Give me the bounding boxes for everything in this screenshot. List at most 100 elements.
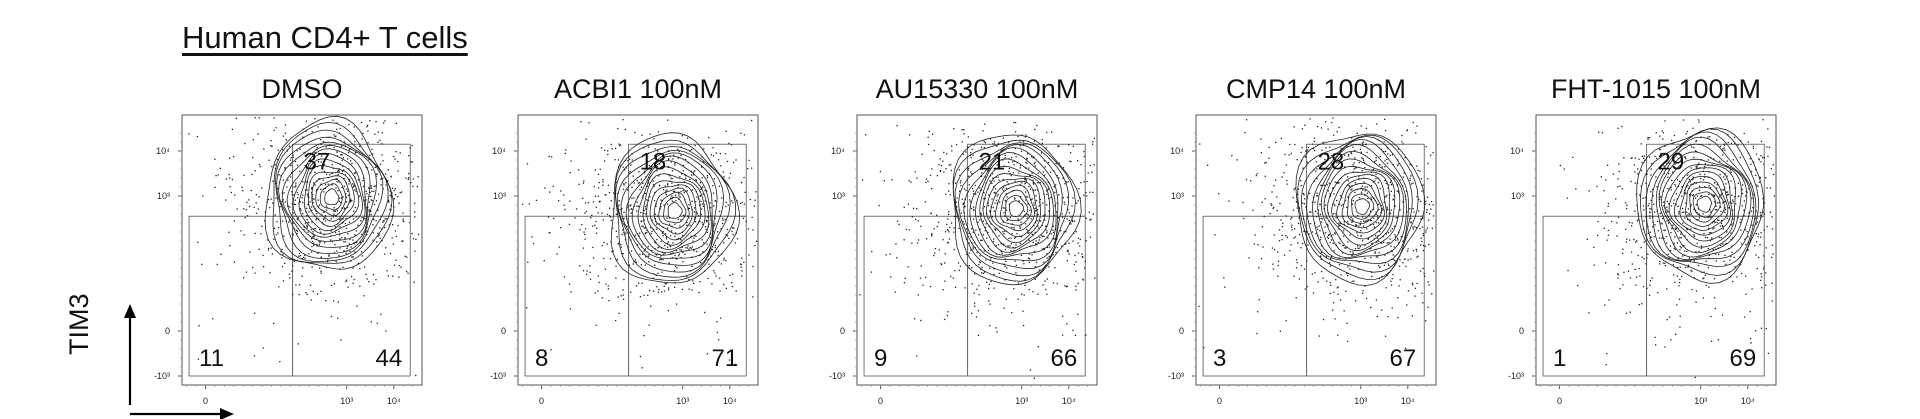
scatter-dot — [272, 202, 274, 204]
scatter-dot — [1729, 259, 1731, 261]
scatter-dot — [984, 142, 986, 144]
scatter-dot — [1374, 180, 1376, 182]
scatter-dot — [1343, 223, 1345, 225]
scatter-dot — [1379, 164, 1381, 166]
scatter-dot — [361, 255, 363, 257]
scatter-dot — [977, 310, 979, 312]
scatter-dot — [1751, 224, 1753, 226]
scatter-dot — [1428, 284, 1430, 286]
scatter-dot — [994, 229, 997, 231]
scatter-dot — [1638, 304, 1640, 306]
scatter-dot — [622, 294, 624, 296]
scatter-dot — [633, 197, 635, 199]
scatter-dot — [1036, 220, 1038, 222]
scatter-dot — [348, 123, 350, 126]
scatter-dot — [557, 200, 560, 202]
scatter-dot — [1372, 223, 1374, 226]
scatter-dot — [686, 247, 688, 249]
scatter-dot — [276, 158, 279, 161]
scatter-dot — [1347, 180, 1349, 182]
scatter-dot — [1675, 227, 1678, 230]
y-tick-label: 10³ — [1511, 191, 1524, 201]
scatter-dot — [963, 129, 965, 131]
scatter-dot — [1046, 278, 1048, 280]
scatter-dot — [625, 232, 627, 234]
scatter-dot — [1070, 216, 1072, 218]
scatter-dot — [310, 229, 312, 231]
scatter-dot — [992, 143, 994, 145]
scatter-dot — [336, 181, 338, 183]
scatter-dot — [342, 165, 344, 167]
scatter-dot — [907, 266, 909, 268]
scatter-dot — [383, 122, 385, 124]
scatter-dot — [564, 208, 566, 211]
scatter-dot — [305, 238, 307, 240]
scatter-dot — [1319, 203, 1321, 205]
scatter-dot — [1679, 237, 1681, 239]
scatter-dot — [229, 186, 231, 188]
scatter-dot — [295, 184, 297, 186]
scatter-dot — [1745, 275, 1747, 277]
scatter-dot — [995, 245, 997, 247]
scatter-dot — [914, 171, 916, 173]
scatter-dot — [1422, 232, 1424, 235]
scatter-dot — [370, 195, 372, 198]
scatter-dot — [1068, 212, 1070, 214]
scatter-dot — [950, 164, 952, 166]
scatter-dot — [1375, 157, 1377, 159]
scatter-dot — [683, 191, 685, 194]
contour-line — [649, 184, 697, 241]
scatter-dot — [1336, 162, 1338, 164]
scatter-dot — [1324, 226, 1326, 228]
scatter-dot — [1342, 244, 1344, 247]
scatter-dot — [980, 146, 983, 148]
scatter-dot — [723, 259, 725, 261]
scatter-dot — [1750, 163, 1752, 165]
scatter-dot — [1617, 277, 1619, 279]
scatter-dot — [348, 243, 350, 245]
scatter-dot — [1041, 224, 1043, 227]
scatter-dot — [682, 164, 685, 167]
scatter-dot — [250, 189, 252, 192]
scatter-dot — [1296, 159, 1298, 161]
scatter-dot — [1763, 202, 1766, 204]
scatter-dot — [296, 191, 299, 194]
scatter-dot — [1257, 244, 1259, 246]
scatter-dot — [273, 227, 276, 229]
scatter-dot — [1348, 185, 1350, 187]
scatter-dot — [1621, 188, 1623, 190]
scatter-dot — [197, 358, 200, 360]
scatter-dot — [1042, 171, 1044, 173]
scatter-dot — [295, 284, 297, 286]
scatter-dot — [1293, 228, 1296, 230]
scatter-dot — [1365, 127, 1368, 129]
scatter-dot — [1367, 219, 1369, 221]
scatter-dot — [297, 343, 299, 345]
scatter-dot — [1724, 149, 1726, 151]
scatter-dot — [318, 240, 320, 242]
scatter-dot — [275, 197, 277, 199]
scatter-dot — [1710, 315, 1712, 318]
scatter-dot — [341, 170, 344, 172]
scatter-dot — [1427, 162, 1429, 165]
scatter-dot — [582, 182, 585, 184]
scatter-dot — [1669, 245, 1672, 247]
scatter-dot — [338, 168, 340, 170]
scatter-dot — [620, 246, 622, 248]
scatter-dot — [1762, 211, 1765, 213]
scatter-dot — [1734, 266, 1736, 268]
scatter-dot — [1679, 315, 1681, 317]
scatter-dot — [666, 246, 669, 249]
scatter-dot — [1378, 264, 1380, 267]
scatter-dot — [1356, 132, 1358, 134]
scatter-dot — [1673, 202, 1675, 205]
scatter-dot — [1248, 257, 1250, 259]
scatter-dot — [1709, 187, 1712, 189]
scatter-dot — [1646, 287, 1648, 289]
scatter-dot — [1659, 212, 1661, 214]
contour-line — [278, 141, 378, 255]
contour-line — [298, 158, 363, 235]
scatter-dot — [924, 201, 926, 203]
scatter-dot — [387, 189, 389, 191]
scatter-dot — [1055, 162, 1057, 165]
